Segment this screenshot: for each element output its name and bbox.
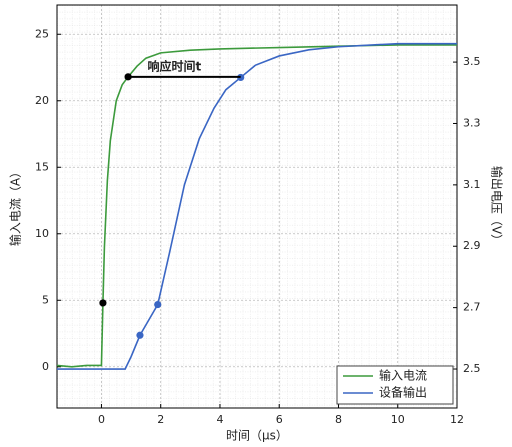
x-tick-label: 2 [157,413,164,426]
y-tick-label: 25 [35,27,49,40]
legend-box [336,365,454,405]
y2-axis-label: 输出电压（V） [490,166,505,246]
y2-tick-label: 3.3 [463,116,481,129]
y2-tick-label: 3.1 [463,178,481,191]
minor-grid [57,5,457,408]
x-tick-label: 10 [391,413,405,426]
x-tick-label: 6 [276,413,283,426]
marker [99,299,107,307]
x-tick-label: 0 [98,413,105,426]
y-tick-label: 10 [35,227,49,240]
legend-label: 输入电流 [379,368,427,383]
y-tick-label: 20 [35,94,49,107]
x-tick-label: 4 [216,413,223,426]
marker [136,331,144,339]
y-axis-label: 输入电流（A） [8,166,23,246]
marker [154,300,162,309]
y2-tick-label: 2.7 [463,301,481,314]
legend-label: 设备输出 [379,385,427,400]
x-axis-label: 时间（μs） [226,429,288,443]
x-tick-label: 12 [450,413,464,426]
y2-tick-label: 2.5 [463,362,481,375]
plot-frame [56,4,458,409]
y-tick-label: 0 [42,360,49,373]
series-line [56,44,457,368]
y-tick-label: 5 [42,293,49,306]
y2-tick-label: 2.9 [463,239,481,252]
y2-tick-label: 3.5 [463,55,481,68]
series-line [57,42,457,370]
annotation-text: 响应时间t [148,58,202,73]
x-tick-label: 8 [335,413,342,426]
y-tick-label: 15 [35,160,49,173]
